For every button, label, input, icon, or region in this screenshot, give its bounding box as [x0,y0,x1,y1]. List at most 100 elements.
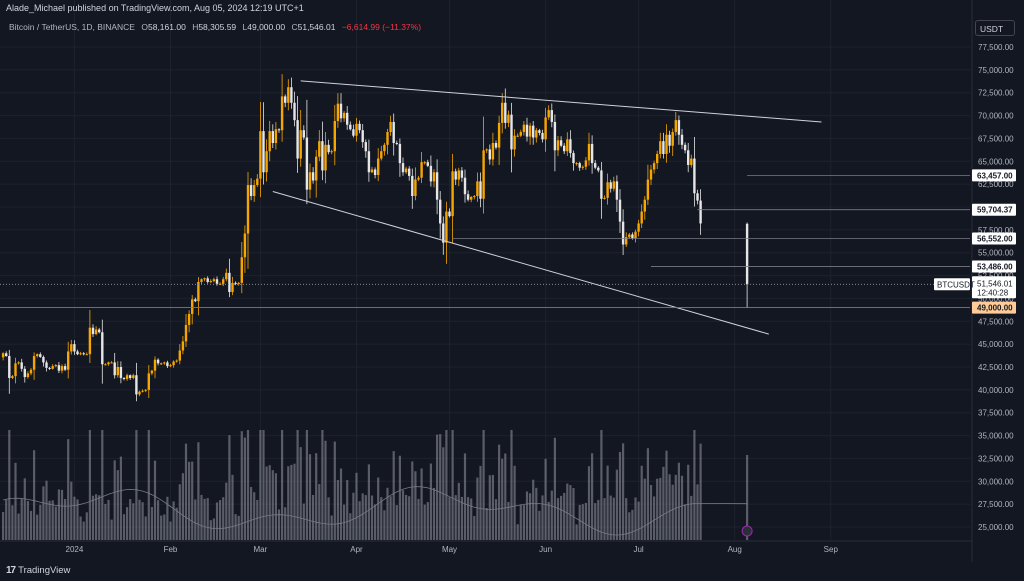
price-tick-label: 70,000.00 [978,112,1014,121]
candle-body [228,272,231,293]
candle [172,360,175,368]
candle [504,88,507,129]
volume-bar [243,437,246,540]
volume-bar [5,499,8,540]
candle-body [535,130,538,138]
candle-body [448,211,451,217]
volume-bar [553,437,556,540]
candle-body [408,168,411,176]
volume-bar [668,474,671,540]
candle [470,196,473,203]
candle [169,363,172,368]
candle-body [414,179,417,197]
volume-bar [70,481,73,540]
candle-body [473,196,476,198]
candle-body [318,141,321,157]
price-marker-label: 63,457.00 [977,171,1013,180]
time-tick-label: Apr [350,545,363,554]
candle-body [470,196,473,200]
candle-body [324,144,327,171]
candle-body [163,362,166,364]
volume-bar [166,496,169,540]
volume-bar [184,443,188,540]
candle [110,361,113,364]
candle-body [383,144,386,152]
candle [191,295,194,325]
price-marker-label: 53,486.00 [977,263,1013,272]
candle [249,178,253,201]
candle-body [271,131,274,143]
close-label: C [291,22,298,32]
candle-body [311,172,315,181]
price-chart[interactable]: 25,000.00 27,500.00 30,000.00 32,500.00 35,0… [0,0,1024,562]
candle-body [203,278,206,280]
candle [240,242,243,294]
candle [364,139,367,158]
candle [187,310,191,333]
candle [296,96,299,173]
volume-bar [525,491,529,540]
volume-bar [504,453,507,540]
volume-bar [246,430,250,540]
candle-body [206,278,209,282]
volume-bar [222,497,225,540]
volume-bar [494,499,498,540]
candle-body [26,373,30,378]
candle-body [57,365,61,371]
candle [516,133,519,138]
volume-bar [237,515,240,540]
candle-body [76,351,79,355]
candle-body [528,125,532,137]
candle-body [550,110,553,122]
candle [54,364,57,368]
candle-body [547,110,550,118]
candle-body [104,364,107,366]
candle-body [411,175,414,197]
candle [98,327,101,334]
candle-body [497,122,501,148]
candle [70,339,73,355]
volume-bar [411,461,414,540]
candle-body [212,279,216,282]
volume-bar [88,430,91,540]
candle [373,167,377,179]
candle-body [5,353,8,357]
candle-body [321,141,324,171]
candle-body [138,391,141,395]
candle-body [156,359,160,364]
volume-bar [485,507,488,540]
candle [234,281,237,286]
candle-body [259,131,262,179]
price-marker-box [972,260,1016,273]
candle-body [389,121,392,133]
currency-selector[interactable]: USDT [975,20,1015,36]
time-tick-label: Sep [824,545,839,554]
candle-body [432,172,436,182]
candle-body [569,139,572,154]
tradingview-logo[interactable]: 17 TradingView [6,565,70,576]
candle [333,104,336,166]
candle [63,363,67,372]
candle-body [621,221,625,245]
volume-bar [361,493,364,540]
volume-bar [277,509,281,540]
candle-body [491,143,495,160]
candle-body [451,171,454,217]
volume-bar [132,503,135,540]
volume-bar [544,458,547,540]
symbol-legend[interactable]: Bitcoin / TetherUS, 1D, BINANCE O58,161.… [9,22,421,32]
volume-bar [203,498,206,540]
candle [612,176,615,192]
volume-bar [33,450,36,540]
candle-body [352,129,355,136]
candle [262,102,265,185]
candle [569,130,572,158]
candle [231,276,234,296]
volume-bar [417,498,420,540]
price-tick-label: 37,500.00 [978,409,1014,418]
volume-bar [321,430,324,540]
candle [578,161,581,171]
volume-bar [206,498,209,540]
candle [73,340,76,355]
candle-body [463,177,467,195]
